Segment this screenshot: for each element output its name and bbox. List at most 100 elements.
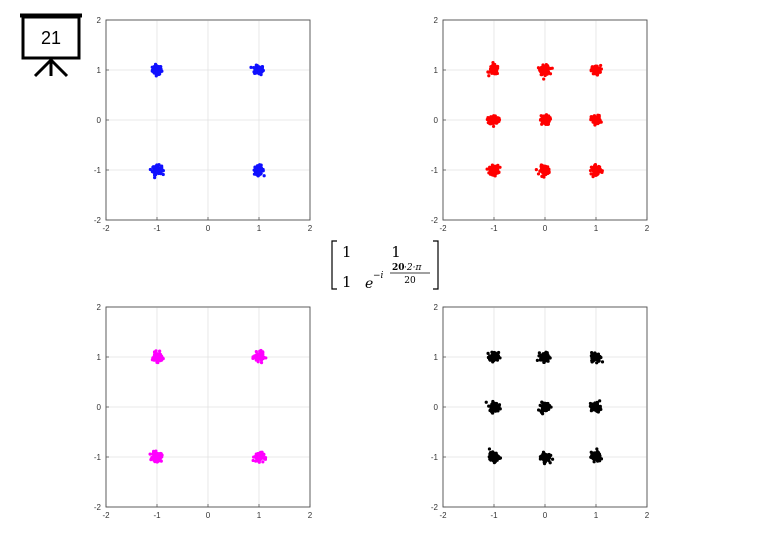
- data-point: [491, 124, 496, 129]
- y-tick-label: 1: [97, 66, 102, 75]
- x-tick-label: 1: [257, 511, 262, 520]
- data-point: [494, 401, 499, 406]
- data-point: [159, 459, 163, 463]
- y-tick-label: 2: [97, 16, 102, 25]
- data-point: [155, 64, 159, 68]
- data-point: [158, 352, 162, 357]
- point-cluster: [148, 163, 165, 180]
- y-tick-label: 1: [434, 353, 439, 362]
- y-tick-label: -1: [94, 453, 102, 462]
- point-cluster: [589, 63, 603, 77]
- data-point: [540, 121, 544, 125]
- y-tick-label: 2: [97, 303, 102, 312]
- data-point: [489, 455, 494, 459]
- x-tick-label: 0: [206, 224, 211, 233]
- data-point: [590, 352, 595, 356]
- exponent-numerator: ·2·π: [404, 263, 422, 273]
- x-tick-label: 1: [257, 224, 262, 233]
- data-point: [550, 457, 555, 461]
- point-cluster: [536, 400, 553, 416]
- data-point: [263, 457, 268, 461]
- data-point: [489, 458, 493, 462]
- data-point: [597, 456, 601, 460]
- data-point: [542, 165, 546, 170]
- data-point: [491, 406, 495, 410]
- data-point: [259, 73, 263, 77]
- data-point: [494, 404, 499, 408]
- data-point: [157, 163, 161, 167]
- data-point: [545, 72, 549, 76]
- data-point: [256, 353, 261, 357]
- data-point: [258, 349, 262, 353]
- data-point: [488, 121, 492, 125]
- data-point: [254, 63, 258, 67]
- data-point: [151, 165, 156, 169]
- data-point: [542, 114, 547, 118]
- data-point: [596, 114, 600, 118]
- data-point: [153, 456, 158, 460]
- data-point: [493, 354, 497, 358]
- matrix-entry-r1c2: 1: [391, 243, 401, 261]
- y-tick-label: 2: [434, 303, 439, 312]
- x-tick-label: 1: [594, 511, 599, 520]
- data-point: [544, 405, 548, 409]
- data-point: [260, 455, 264, 459]
- data-point: [152, 168, 157, 172]
- data-point: [595, 447, 599, 451]
- point-cluster: [249, 63, 265, 77]
- data-point: [593, 455, 597, 459]
- data-point: [495, 168, 500, 172]
- data-point: [487, 404, 491, 408]
- data-point: [158, 66, 163, 70]
- point-cluster: [589, 447, 604, 464]
- y-tick-label: 2: [434, 16, 439, 25]
- y-tick-label: 1: [97, 353, 102, 362]
- data-point: [542, 77, 546, 81]
- point-cluster: [150, 62, 164, 78]
- data-point: [599, 355, 603, 360]
- data-point: [544, 408, 549, 413]
- data-point: [540, 174, 544, 178]
- data-point: [591, 402, 595, 407]
- data-point: [544, 118, 548, 123]
- point-cluster: [538, 450, 555, 466]
- data-point: [485, 167, 489, 171]
- data-point: [595, 361, 599, 365]
- data-point: [493, 167, 497, 171]
- y-tick-label: -2: [431, 503, 439, 512]
- exponent-denominator: 20: [404, 276, 416, 286]
- x-tick-label: 2: [308, 224, 313, 233]
- data-point: [498, 165, 502, 169]
- data-point: [541, 63, 545, 67]
- data-point: [592, 169, 596, 173]
- data-point: [589, 409, 593, 413]
- point-cluster: [251, 450, 268, 464]
- data-point: [149, 458, 153, 462]
- data-point: [486, 355, 491, 359]
- data-point: [492, 173, 496, 177]
- point-cluster: [486, 61, 500, 78]
- matrix-entry-r2c1: 1: [342, 273, 352, 291]
- data-point: [252, 168, 256, 172]
- data-point: [492, 359, 496, 363]
- data-point: [153, 355, 157, 359]
- data-point: [546, 121, 550, 125]
- data-point: [592, 118, 596, 122]
- point-cluster: [535, 350, 552, 365]
- data-point: [493, 62, 497, 67]
- matrix-exponential-base: e: [365, 276, 373, 292]
- plot-border: [105, 19, 311, 221]
- data-point: [592, 460, 596, 464]
- data-point: [253, 67, 257, 71]
- x-tick-label: -1: [490, 511, 498, 520]
- data-point: [541, 409, 545, 413]
- data-point: [496, 409, 500, 413]
- data-point: [590, 358, 594, 363]
- data-point: [154, 71, 158, 75]
- data-point: [154, 352, 158, 356]
- data-point: [600, 360, 605, 364]
- data-point: [537, 351, 541, 355]
- data-point: [262, 355, 266, 360]
- data-point: [262, 174, 266, 178]
- data-point: [599, 120, 603, 124]
